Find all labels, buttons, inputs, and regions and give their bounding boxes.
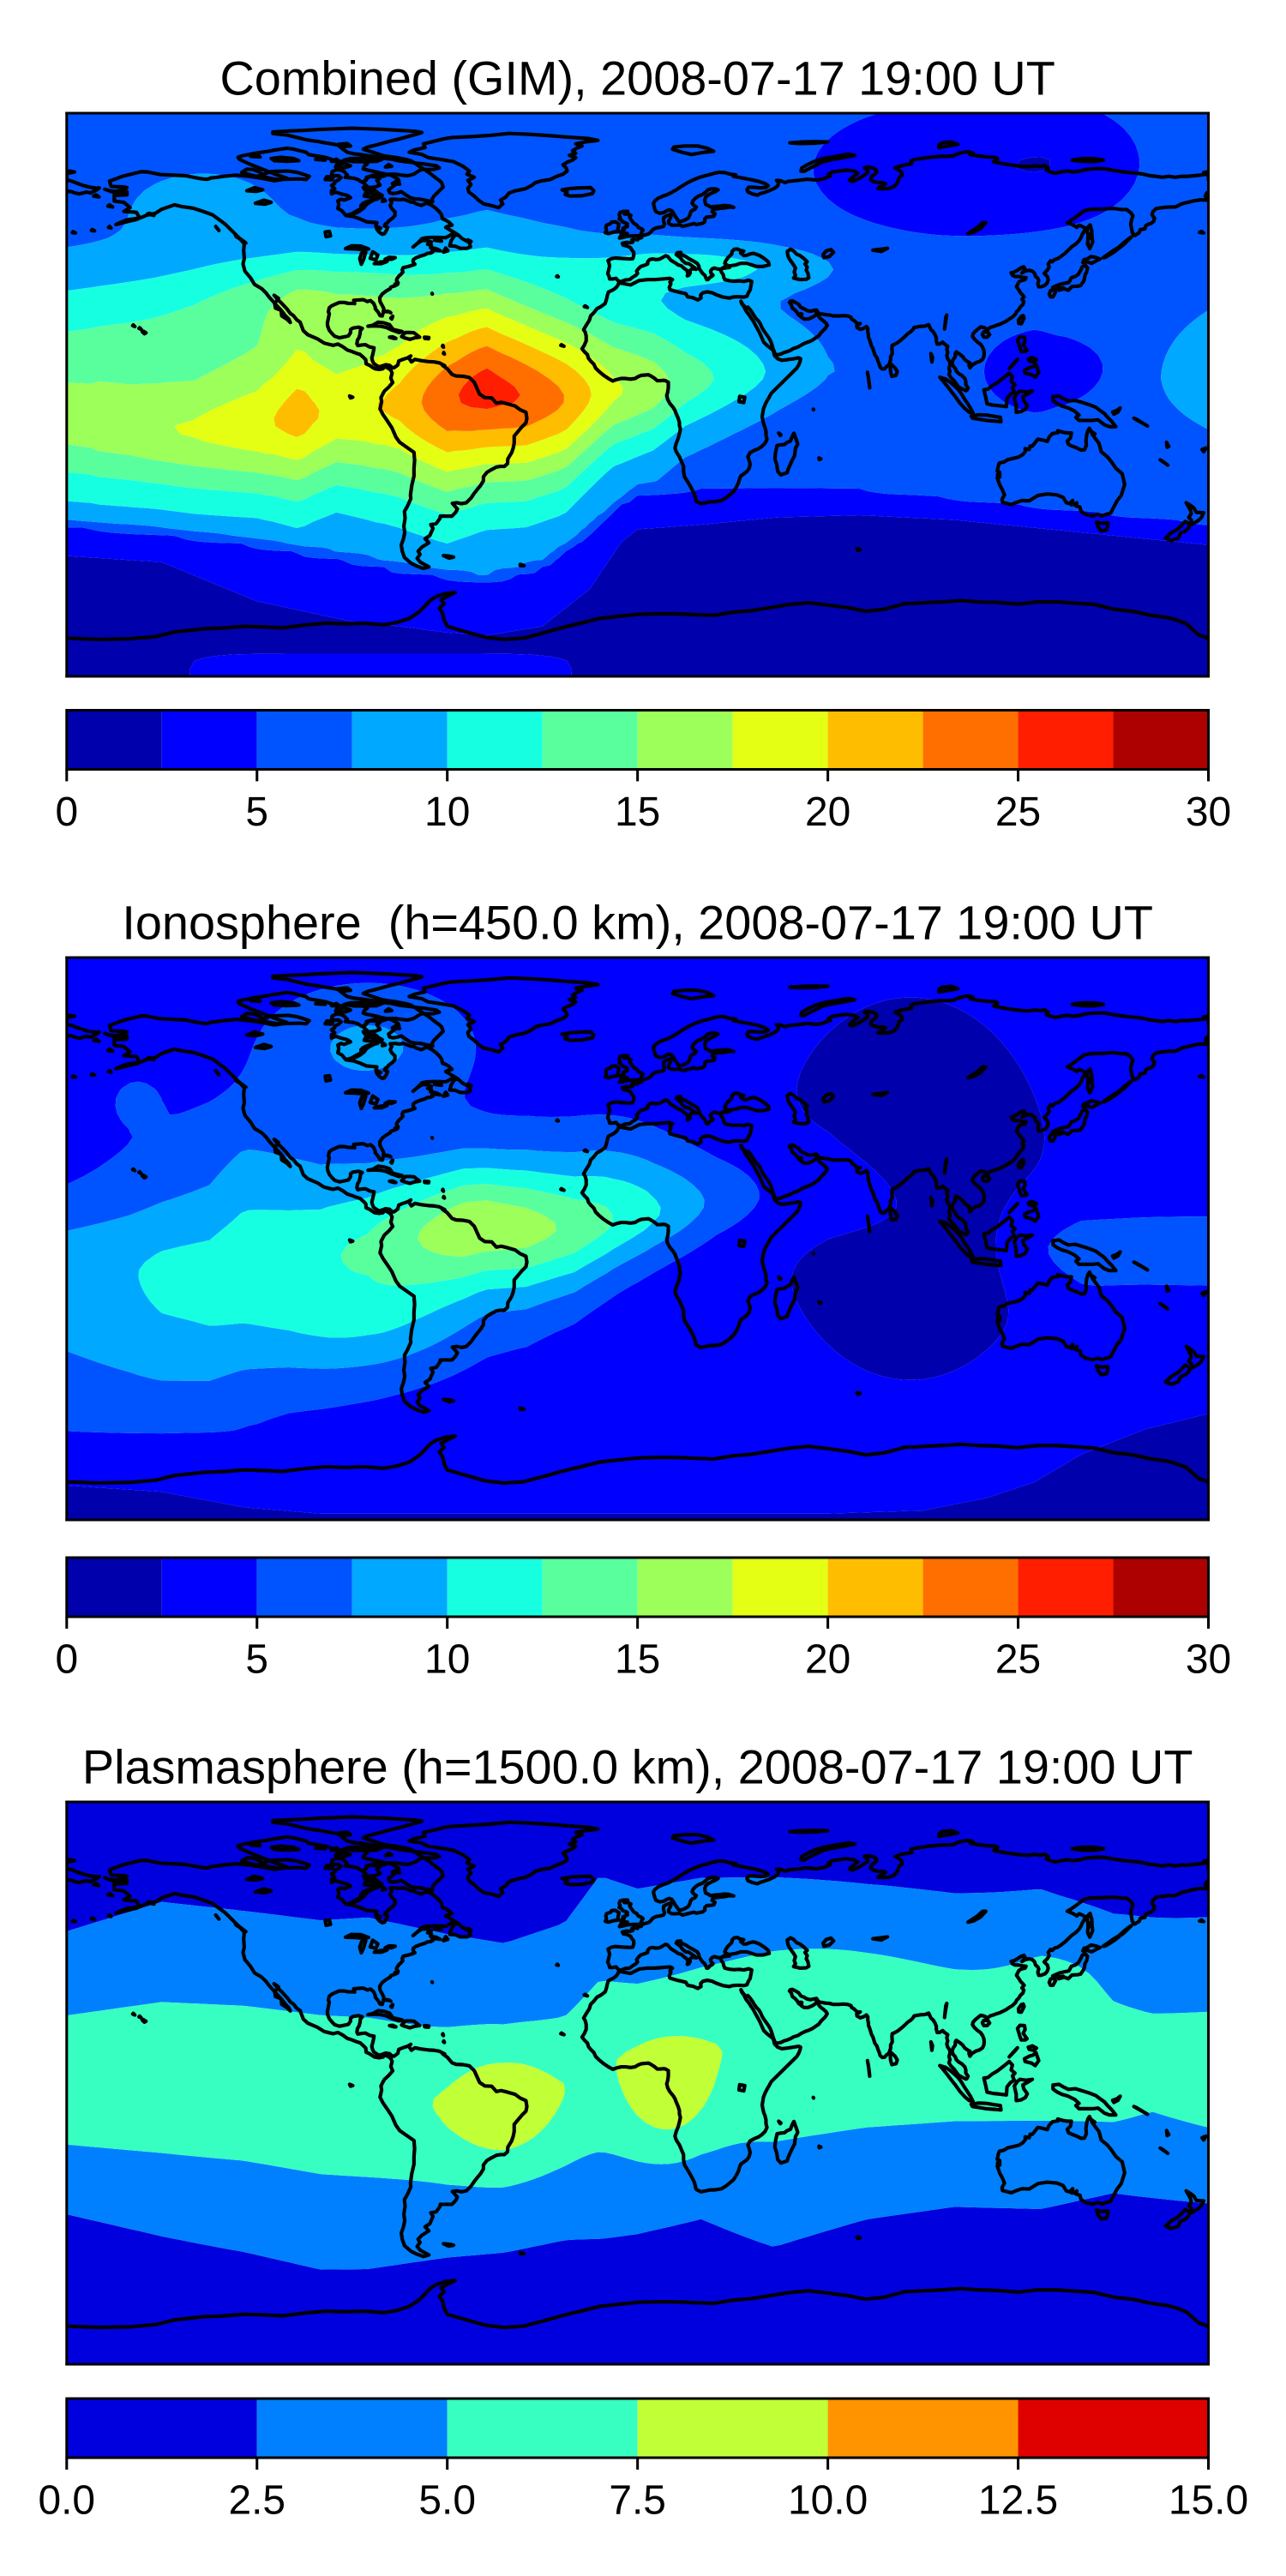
- svg-text:2.5: 2.5: [228, 2477, 285, 2523]
- svg-text:10: 10: [424, 1636, 470, 1682]
- svg-text:20: 20: [805, 1636, 850, 1682]
- svg-text:30: 30: [1186, 790, 1231, 835]
- svg-text:10: 10: [424, 790, 470, 835]
- svg-text:30: 30: [1186, 1636, 1231, 1682]
- svg-text:0: 0: [55, 790, 78, 835]
- svg-text:12.5: 12.5: [978, 2477, 1058, 2523]
- svg-text:0.0: 0.0: [38, 2477, 95, 2523]
- svg-text:25: 25: [995, 790, 1041, 835]
- svg-text:20: 20: [805, 790, 850, 835]
- svg-text:5: 5: [245, 1636, 268, 1682]
- svg-text:5: 5: [245, 790, 268, 835]
- svg-text:25: 25: [995, 1636, 1041, 1682]
- svg-text:Combined (GIM), 2008-07-17 19:: Combined (GIM), 2008-07-17 19:00 UT: [219, 51, 1055, 105]
- svg-text:15.0: 15.0: [1169, 2477, 1248, 2523]
- svg-text:15: 15: [615, 790, 660, 835]
- svg-text:Plasmasphere (h=1500.0 km), 20: Plasmasphere (h=1500.0 km), 2008-07-17 1…: [82, 1739, 1193, 1793]
- svg-text:15: 15: [615, 1636, 660, 1682]
- svg-text:10.0: 10.0: [788, 2477, 868, 2523]
- svg-text:Ionosphere (h=450.0 km), 2008: Ionosphere (h=450.0 km), 2008-07-17 19:0…: [122, 895, 1153, 949]
- svg-text:0: 0: [55, 1636, 78, 1682]
- svg-text:7.5: 7.5: [609, 2477, 666, 2523]
- svg-text:5.0: 5.0: [418, 2477, 476, 2523]
